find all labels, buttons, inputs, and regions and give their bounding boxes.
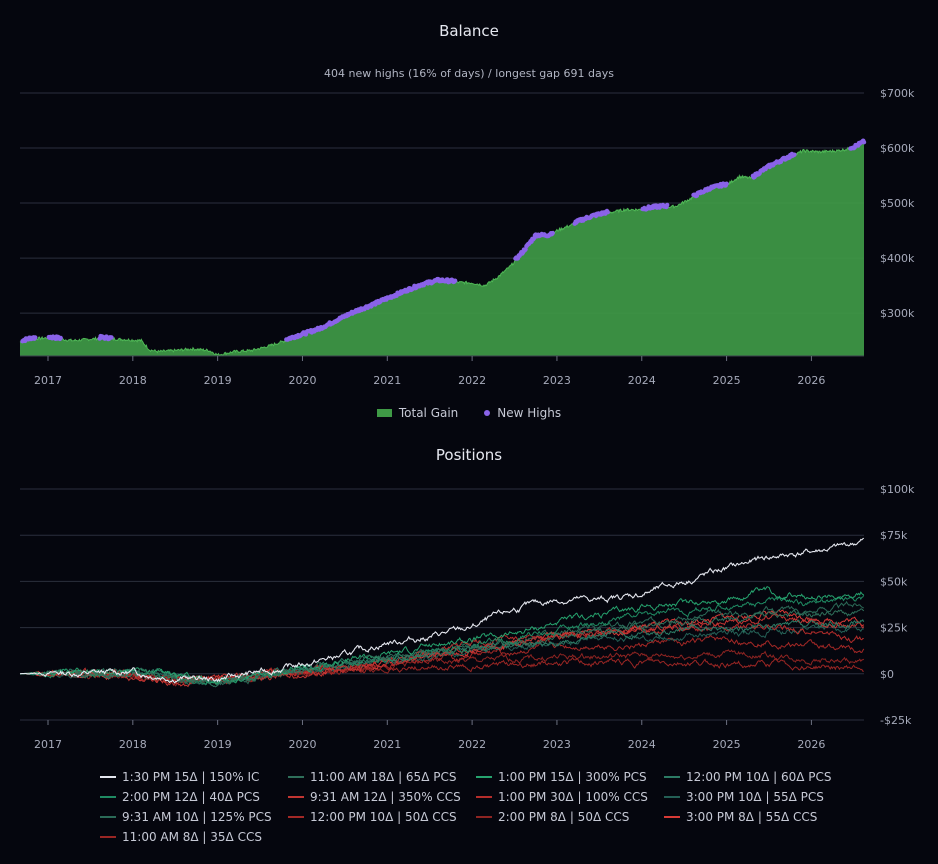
y-tick-label: $500k: [880, 197, 915, 210]
legend-item-position[interactable]: 2:00 PM 12Δ | 40Δ PCS: [100, 790, 288, 804]
legend-line-swatch: [476, 796, 492, 798]
x-tick-label: 2017: [34, 374, 62, 387]
legend-line-swatch: [664, 776, 680, 778]
x-tick-label: 2022: [458, 738, 486, 751]
legend-label-total-gain: Total Gain: [398, 406, 459, 420]
new-highs-swatch: [484, 410, 491, 416]
y-tick-label: $25k: [880, 622, 908, 635]
y-tick-label: $100k: [880, 483, 915, 496]
legend-label-position: 2:00 PM 12Δ | 40Δ PCS: [122, 790, 260, 804]
legend-line-swatch: [100, 776, 116, 778]
positions-chart: -$25k $0 $25k $50k $75k $100k 2017 2018 2019 2020…: [19, 483, 915, 751]
legend-label-position: 1:00 PM 15Δ | 300% PCS: [498, 770, 647, 784]
new-high-point: [550, 230, 555, 236]
x-tick-label: 2019: [204, 374, 232, 387]
x-tick-label: 2026: [797, 374, 825, 387]
legend-item-position[interactable]: 3:00 PM 10Δ | 55Δ PCS: [664, 790, 852, 804]
new-high-point: [792, 152, 797, 157]
legend-label-position: 1:30 PM 15Δ | 150% IC: [122, 770, 260, 784]
legend-line-swatch: [288, 776, 304, 778]
legend-label-position: 1:00 PM 30Δ | 100% CCS: [498, 790, 648, 804]
positions-chart-title: Positions: [435, 446, 503, 464]
y-tick-label: $300k: [880, 307, 915, 320]
legend-label-position: 3:00 PM 10Δ | 55Δ PCS: [686, 790, 824, 804]
x-tick-label: 2026: [797, 738, 825, 751]
x-tick-label: 2020: [288, 374, 316, 387]
y-tick-label: $50k: [880, 575, 908, 588]
balance-chart-title: Balance: [439, 22, 499, 40]
x-tick-label: 2021: [373, 374, 401, 387]
legend-item-position[interactable]: 9:31 AM 10Δ | 125% PCS: [100, 810, 288, 824]
new-high-point: [33, 335, 38, 340]
y-tick-label: $75k: [880, 529, 908, 542]
y-tick-label: $400k: [880, 252, 915, 265]
x-tick-label: 2018: [119, 738, 147, 751]
x-tick-label: 2018: [119, 374, 147, 387]
balance-chart: $300k $400k $500k $600k $700k 2017 2018 2019 202…: [19, 87, 915, 387]
legend-line-swatch: [476, 776, 492, 778]
new-high-point: [724, 181, 729, 186]
legend-label-position: 2:00 PM 8Δ | 50Δ CCS: [498, 810, 630, 824]
legend-line-swatch: [288, 796, 304, 798]
legend-label-position: 11:00 AM 8Δ | 35Δ CCS: [122, 830, 262, 844]
x-tick-label: 2024: [628, 374, 656, 387]
x-tick-label: 2025: [713, 374, 741, 387]
legend-item-position[interactable]: 2:00 PM 8Δ | 50Δ CCS: [476, 810, 664, 824]
x-tick-label: 2020: [288, 738, 316, 751]
x-tick-label: 2023: [543, 374, 571, 387]
new-high-point: [665, 202, 670, 208]
new-high-point: [452, 278, 458, 283]
legend-label-position: 11:00 AM 18Δ | 65Δ PCS: [310, 770, 457, 784]
legend-item-position[interactable]: 1:00 PM 30Δ | 100% CCS: [476, 790, 664, 804]
total-gain-area: [20, 141, 864, 356]
legend-line-swatch: [476, 816, 492, 818]
legend-item-position[interactable]: 9:31 AM 12Δ | 350% CCS: [288, 790, 476, 804]
legend-line-swatch: [100, 796, 116, 798]
legend-line-swatch: [288, 816, 304, 818]
y-tick-label: $700k: [880, 87, 915, 100]
balance-legend: Total Gain New Highs: [0, 406, 938, 420]
legend-item-position[interactable]: 12:00 PM 10Δ | 60Δ PCS: [664, 770, 852, 784]
legend-item-position[interactable]: 12:00 PM 10Δ | 50Δ CCS: [288, 810, 476, 824]
legend-label-position: 9:31 AM 12Δ | 350% CCS: [310, 790, 461, 804]
legend-item-position[interactable]: 11:00 AM 8Δ | 35Δ CCS: [100, 830, 288, 844]
legend-label-position: 3:00 PM 8Δ | 55Δ CCS: [686, 810, 818, 824]
new-high-point: [605, 210, 610, 215]
new-high-point: [109, 335, 114, 340]
new-high-point: [861, 140, 867, 145]
legend-line-swatch: [664, 796, 680, 798]
x-tick-label: 2022: [458, 374, 486, 387]
position-series-line: [19, 537, 865, 684]
y-tick-label: $600k: [880, 142, 915, 155]
legend-label-position: 12:00 PM 10Δ | 50Δ CCS: [310, 810, 457, 824]
legend-label-position: 9:31 AM 10Δ | 125% PCS: [122, 810, 272, 824]
x-tick-label: 2019: [204, 738, 232, 751]
legend-item-position[interactable]: 1:30 PM 15Δ | 150% IC: [100, 770, 288, 784]
x-tick-label: 2024: [628, 738, 656, 751]
legend-item-new-highs[interactable]: New Highs: [484, 406, 561, 420]
x-tick-label: 2023: [543, 738, 571, 751]
x-tick-label: 2017: [34, 738, 62, 751]
position-series-line: [20, 585, 864, 685]
legend-item-position[interactable]: 1:00 PM 15Δ | 300% PCS: [476, 770, 664, 784]
legend-label-new-highs: New Highs: [497, 406, 562, 420]
legend-item-total-gain[interactable]: Total Gain: [376, 406, 459, 420]
legend-item-position[interactable]: 3:00 PM 8Δ | 55Δ CCS: [664, 810, 852, 824]
new-high-point: [58, 335, 63, 341]
position-series-line: [19, 608, 865, 688]
x-tick-label: 2025: [713, 738, 741, 751]
legend-line-swatch: [100, 816, 116, 818]
total-gain-swatch: [376, 409, 392, 417]
balance-chart-subtitle: 404 new highs (16% of days) / longest ga…: [324, 67, 614, 80]
legend-line-swatch: [100, 836, 116, 838]
legend-label-position: 12:00 PM 10Δ | 60Δ PCS: [686, 770, 832, 784]
legend-line-swatch: [664, 816, 680, 818]
legend-item-position[interactable]: 11:00 AM 18Δ | 65Δ PCS: [288, 770, 476, 784]
x-tick-label: 2021: [373, 738, 401, 751]
y-tick-label: $0: [880, 668, 894, 681]
positions-legend: 1:30 PM 15Δ | 150% IC 11:00 AM 18Δ | 65Δ …: [100, 770, 900, 844]
y-tick-label: -$25k: [880, 714, 912, 727]
